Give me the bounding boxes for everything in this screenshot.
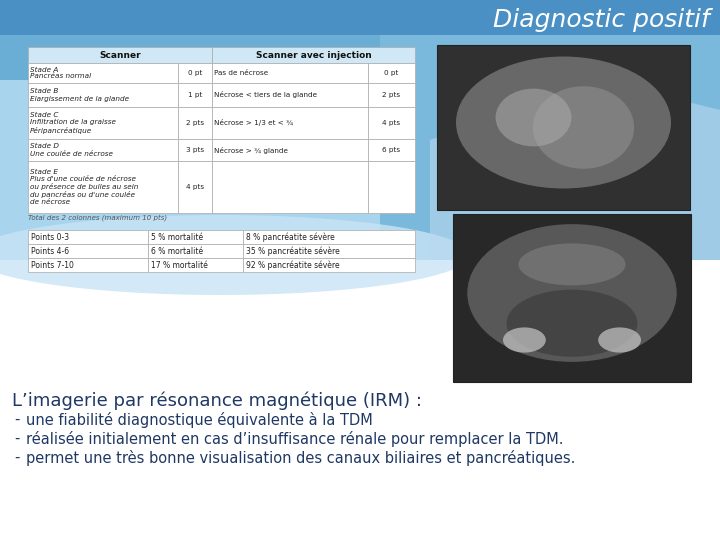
- Text: 92 % pancréatite sévère: 92 % pancréatite sévère: [246, 260, 340, 270]
- Polygon shape: [430, 80, 720, 260]
- Text: 1 pt: 1 pt: [188, 92, 202, 98]
- FancyBboxPatch shape: [0, 35, 720, 80]
- Ellipse shape: [467, 224, 677, 362]
- FancyBboxPatch shape: [0, 385, 720, 540]
- Text: Stade C
Infiltration de la graisse
Péripancréatique: Stade C Infiltration de la graisse Périp…: [30, 112, 116, 134]
- FancyBboxPatch shape: [368, 63, 415, 83]
- FancyBboxPatch shape: [212, 63, 368, 83]
- Text: Diagnostic positif: Diagnostic positif: [493, 8, 710, 32]
- Text: une fiabilité diagnostique équivalente à la TDM: une fiabilité diagnostique équivalente à…: [26, 412, 373, 428]
- Text: 35 % pancréatite sévère: 35 % pancréatite sévère: [246, 246, 340, 256]
- Text: -: -: [14, 450, 19, 465]
- FancyBboxPatch shape: [178, 63, 212, 83]
- FancyBboxPatch shape: [178, 161, 212, 213]
- FancyBboxPatch shape: [148, 244, 243, 258]
- Ellipse shape: [503, 327, 546, 353]
- Ellipse shape: [495, 89, 572, 146]
- Text: Points 7-10: Points 7-10: [31, 260, 74, 269]
- FancyBboxPatch shape: [148, 230, 243, 244]
- FancyBboxPatch shape: [148, 258, 243, 272]
- Text: Points 0-3: Points 0-3: [31, 233, 69, 241]
- FancyBboxPatch shape: [368, 83, 415, 107]
- FancyBboxPatch shape: [28, 244, 148, 258]
- Text: L’imagerie par résonance magnétique (IRM) :: L’imagerie par résonance magnétique (IRM…: [12, 392, 422, 410]
- FancyBboxPatch shape: [212, 107, 368, 139]
- FancyBboxPatch shape: [212, 83, 368, 107]
- FancyBboxPatch shape: [178, 139, 212, 161]
- FancyBboxPatch shape: [368, 161, 415, 213]
- FancyBboxPatch shape: [28, 47, 212, 63]
- FancyBboxPatch shape: [178, 107, 212, 139]
- FancyBboxPatch shape: [437, 45, 690, 210]
- FancyBboxPatch shape: [28, 83, 178, 107]
- FancyBboxPatch shape: [0, 80, 720, 260]
- Text: Stade A
Pancréas normal: Stade A Pancréas normal: [30, 66, 91, 79]
- Ellipse shape: [598, 327, 641, 353]
- Text: 3 pts: 3 pts: [186, 147, 204, 153]
- Text: Points 4-6: Points 4-6: [31, 246, 69, 255]
- Text: Nécrose > ¾ glande: Nécrose > ¾ glande: [214, 146, 288, 153]
- FancyBboxPatch shape: [243, 244, 415, 258]
- Text: 6 % mortalité: 6 % mortalité: [151, 246, 203, 255]
- Text: 0 pt: 0 pt: [384, 70, 399, 76]
- FancyBboxPatch shape: [28, 258, 148, 272]
- Text: 17 % mortalité: 17 % mortalité: [151, 260, 208, 269]
- Text: Nécrose < tiers de la glande: Nécrose < tiers de la glande: [214, 91, 317, 98]
- FancyBboxPatch shape: [212, 139, 368, 161]
- FancyBboxPatch shape: [380, 35, 720, 260]
- Text: Total des 2 colonnes (maximum 10 pts): Total des 2 colonnes (maximum 10 pts): [28, 214, 167, 221]
- FancyBboxPatch shape: [28, 161, 178, 213]
- Text: 6 pts: 6 pts: [382, 147, 400, 153]
- FancyBboxPatch shape: [28, 63, 178, 83]
- Text: 0 pt: 0 pt: [188, 70, 202, 76]
- Text: -: -: [14, 431, 19, 446]
- FancyBboxPatch shape: [28, 139, 178, 161]
- Text: 4 pts: 4 pts: [382, 120, 400, 126]
- FancyBboxPatch shape: [453, 214, 691, 382]
- Ellipse shape: [507, 289, 637, 357]
- Text: 5 % mortalité: 5 % mortalité: [151, 233, 203, 241]
- FancyBboxPatch shape: [28, 230, 148, 244]
- Ellipse shape: [533, 86, 634, 168]
- FancyBboxPatch shape: [243, 230, 415, 244]
- Text: 4 pts: 4 pts: [186, 184, 204, 190]
- Ellipse shape: [0, 215, 470, 295]
- Ellipse shape: [456, 57, 671, 188]
- Ellipse shape: [518, 244, 626, 286]
- Text: réalisée initialement en cas d’insuffisance rénale pour remplacer la TDM.: réalisée initialement en cas d’insuffisa…: [26, 431, 564, 447]
- Text: Scanner: Scanner: [99, 51, 141, 59]
- Text: Stade B
Elargissement de la glande: Stade B Elargissement de la glande: [30, 89, 129, 102]
- FancyBboxPatch shape: [28, 107, 178, 139]
- Text: permet une très bonne visualisation des canaux biliaires et pancréatiques.: permet une très bonne visualisation des …: [26, 450, 575, 466]
- Text: Stade D
Une coulée de nécrose: Stade D Une coulée de nécrose: [30, 144, 113, 157]
- Text: 2 pts: 2 pts: [186, 120, 204, 126]
- Text: Stade E
Plus d'une coulée de nécrose
ou présence de bulles au sein
du pancréas o: Stade E Plus d'une coulée de nécrose ou …: [30, 169, 138, 205]
- FancyBboxPatch shape: [212, 47, 415, 63]
- Text: Scanner avec injection: Scanner avec injection: [256, 51, 372, 59]
- FancyBboxPatch shape: [243, 258, 415, 272]
- Text: 8 % pancréatite sévère: 8 % pancréatite sévère: [246, 232, 335, 242]
- FancyBboxPatch shape: [178, 83, 212, 107]
- FancyBboxPatch shape: [368, 139, 415, 161]
- Text: Nécrose > 1/3 et < ¾: Nécrose > 1/3 et < ¾: [214, 119, 293, 126]
- Text: -: -: [14, 412, 19, 427]
- FancyBboxPatch shape: [0, 0, 720, 35]
- Text: 2 pts: 2 pts: [382, 92, 400, 98]
- FancyBboxPatch shape: [212, 161, 368, 213]
- FancyBboxPatch shape: [368, 107, 415, 139]
- FancyBboxPatch shape: [0, 260, 440, 540]
- Text: Pas de nécrose: Pas de nécrose: [214, 70, 269, 76]
